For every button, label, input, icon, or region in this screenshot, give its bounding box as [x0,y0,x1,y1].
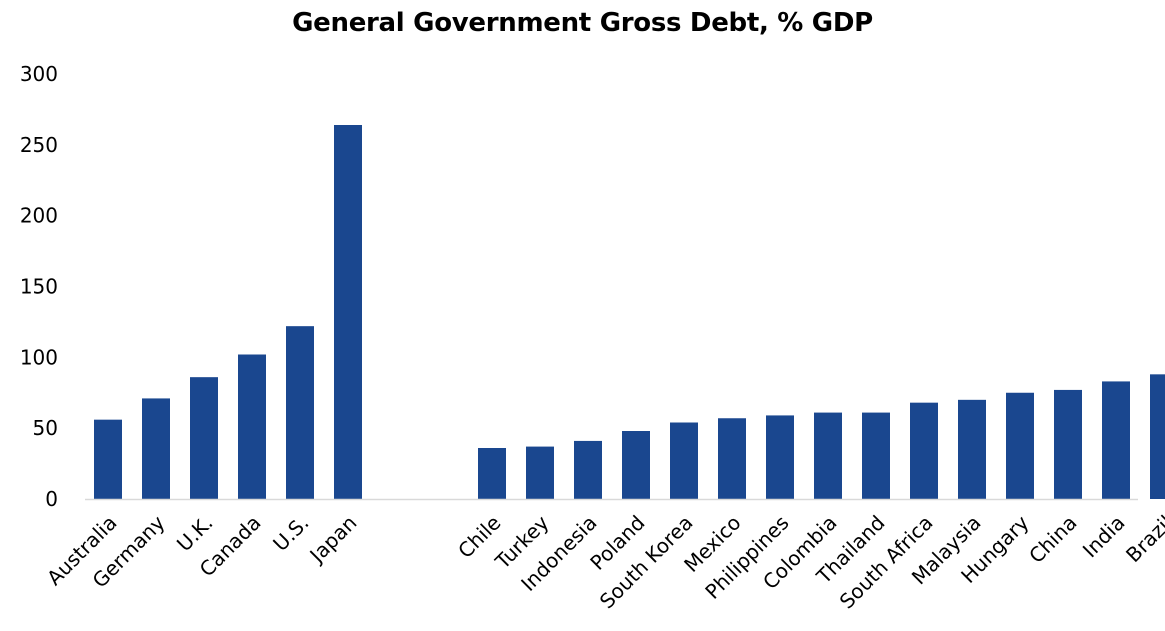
bar-australia [94,419,122,499]
bars [94,125,1165,499]
y-tick-label: 150 [20,275,58,299]
bar-poland [622,431,650,499]
category-label: China [1024,511,1081,568]
bar-philippines [766,415,794,499]
bar-mexico [718,418,746,499]
bar-u-s [286,326,314,499]
bar-thailand [862,412,890,499]
bar-malaysia [958,399,986,499]
y-tick-label: 100 [20,345,58,369]
bar-colombia [814,412,842,499]
bar-canada [238,354,266,499]
y-axis-ticks: 0 50 100 150 200 250 300 [20,62,58,511]
category-label: India [1078,511,1130,563]
y-tick-label: 300 [20,62,58,86]
bar-turkey [526,446,554,499]
y-tick-label: 250 [20,133,58,157]
bar-india [1102,381,1130,499]
bar-brazil [1150,374,1165,499]
bar-china [1054,389,1082,499]
bar-germany [142,398,170,499]
category-label: Brazil [1121,511,1165,567]
bar-u-k [190,377,218,499]
chart-title: General Government Gross Debt, % GDP [292,8,873,38]
category-label: Japan [304,511,362,569]
bar-hungary [1006,392,1034,499]
bar-chile [478,448,506,499]
bar-south-africa [910,402,938,499]
bar-south-korea [670,422,698,499]
y-tick-label: 0 [45,487,58,511]
y-tick-label: 50 [33,416,58,440]
y-tick-label: 200 [20,204,58,228]
bar-indonesia [574,440,602,499]
bar-japan [334,125,362,499]
